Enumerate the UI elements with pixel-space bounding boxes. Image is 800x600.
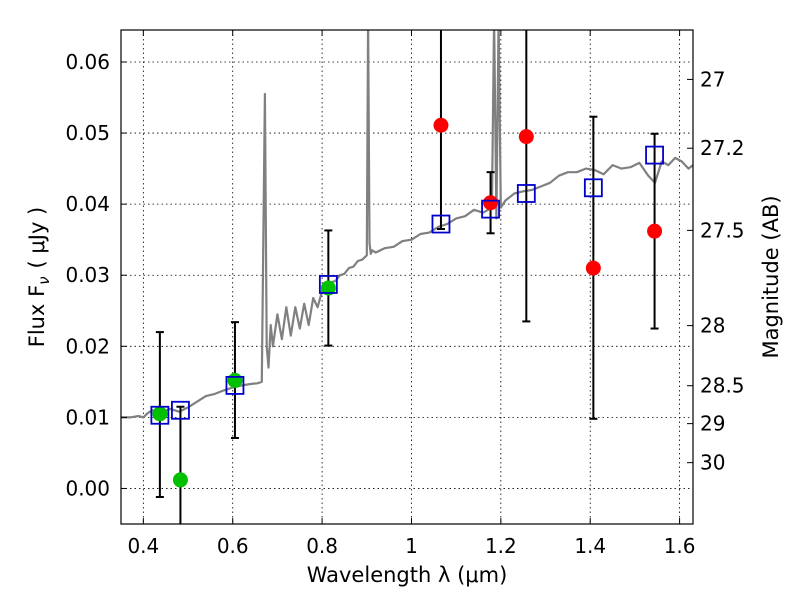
x-tick-label: 1.6	[664, 534, 696, 558]
y2-tick-label: 27.2	[700, 136, 745, 160]
x-tick-label: 0.8	[306, 534, 338, 558]
y-tick-label: 0.00	[65, 476, 110, 500]
y-tick-label: 0.03	[65, 263, 110, 287]
model-square	[516, 184, 536, 203]
y2-tick-label: 28.5	[700, 374, 745, 398]
model-square	[583, 178, 603, 198]
y2-axis-label: Magnitude (AB)	[759, 195, 783, 358]
x-tick-label: 1	[405, 534, 418, 558]
y-axis-label: Flux Fν ( μJy )	[25, 207, 53, 348]
green-data-point	[172, 472, 188, 488]
y-tick-label: 0.02	[65, 334, 110, 358]
y-tick-label: 0.06	[65, 50, 110, 74]
x-tick-label: 0.6	[217, 534, 249, 558]
green-data-point	[320, 280, 336, 296]
y2-tick-label: 27.5	[700, 218, 745, 242]
y2-tick-label: 29	[700, 412, 725, 436]
model-square	[431, 214, 451, 234]
ticks	[121, 30, 693, 524]
x-tick-label: 1.2	[485, 534, 517, 558]
data-marks	[121, 30, 693, 524]
green-data-point	[227, 372, 243, 388]
x-axis-label: Wavelength λ (μm)	[307, 563, 508, 587]
y2-tick-label: 30	[700, 451, 725, 475]
y-axis-label-unit: ( μJy )	[25, 207, 49, 269]
model-square	[171, 400, 190, 420]
grid	[121, 30, 693, 524]
red-data-point	[433, 117, 449, 133]
x-tick-label: 0.4	[127, 534, 159, 558]
red-data-point	[647, 223, 663, 239]
spectrum-line	[121, 30, 693, 419]
y-tick-label: 0.05	[65, 121, 110, 145]
plot-area	[121, 30, 693, 524]
model-square	[318, 275, 338, 294]
green-data-point	[152, 406, 168, 422]
plot-frame	[120, 29, 694, 525]
x-tick-label: 1.4	[574, 534, 606, 558]
model-square	[225, 375, 245, 395]
model-square	[645, 145, 664, 165]
red-data-point	[518, 129, 534, 145]
y-axis-label-main: Flux F	[25, 285, 49, 347]
y2-tick-label: 27	[700, 67, 725, 91]
y-tick-label: 0.01	[65, 405, 110, 429]
red-data-point	[585, 260, 601, 276]
red-data-point	[483, 195, 499, 211]
y-axis-label-subscript: ν	[35, 276, 53, 284]
model-square	[481, 199, 500, 219]
tick-labels: 0.4 0.6 0.8 1 1.2 1.4 1.6 0.00 0.01 0.02 0.03 0.04 0…	[65, 50, 744, 558]
y-tick-label: 0.04	[65, 192, 110, 216]
y2-tick-label: 28	[700, 314, 725, 338]
model-square	[150, 405, 170, 425]
